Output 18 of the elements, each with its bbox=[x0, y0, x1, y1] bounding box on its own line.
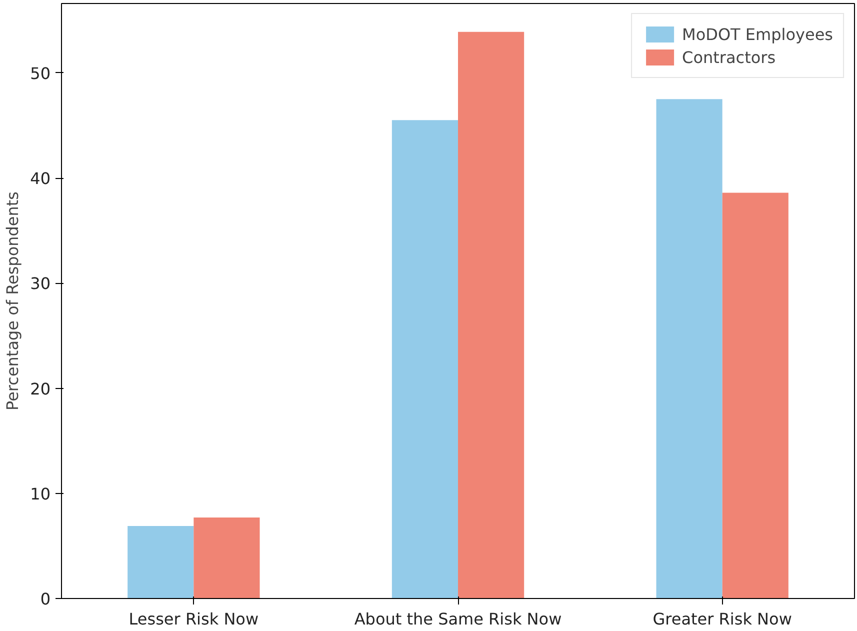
legend-label: Contractors bbox=[682, 48, 776, 66]
y-tick-label: 30 bbox=[30, 274, 50, 294]
y-tick-label: 50 bbox=[30, 64, 50, 83]
bar bbox=[722, 192, 788, 598]
bar bbox=[458, 32, 524, 598]
x-tick-label: Greater Risk Now bbox=[652, 610, 792, 628]
bar bbox=[128, 526, 194, 598]
y-tick-label: 40 bbox=[30, 169, 50, 188]
bar bbox=[194, 518, 260, 598]
x-tick-label: Lesser Risk Now bbox=[128, 610, 259, 628]
x-tick-label: About the Same Risk Now bbox=[354, 610, 562, 628]
bar bbox=[656, 99, 722, 598]
y-axis-title: Percentage of Respondents bbox=[3, 191, 22, 411]
y-tick-label: 0 bbox=[40, 590, 51, 608]
y-tick-label: 20 bbox=[30, 379, 50, 398]
y-tick-label: 10 bbox=[30, 484, 50, 504]
bar bbox=[392, 120, 458, 598]
legend-label: MoDOT Employees bbox=[682, 24, 833, 44]
